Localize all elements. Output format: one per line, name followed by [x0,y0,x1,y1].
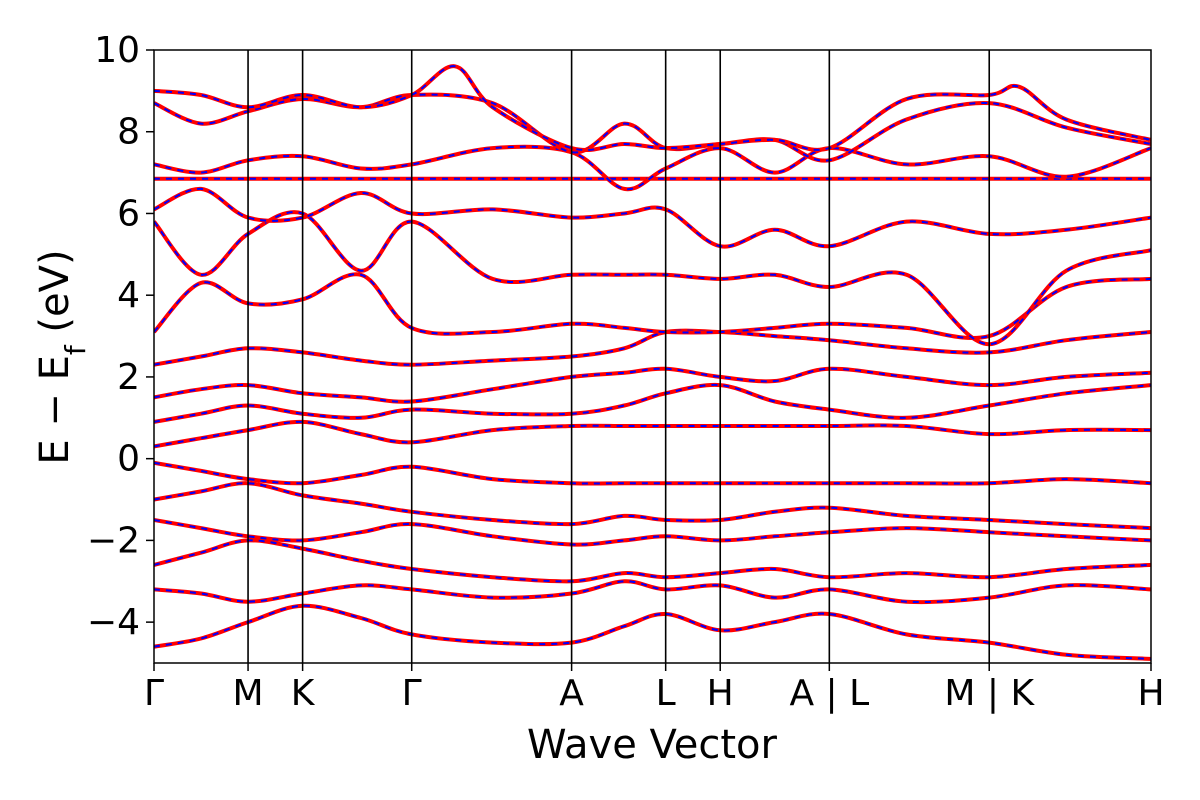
kpoint-lines-layer [247,50,991,663]
kpoint-label: Γ [144,673,164,714]
kpoint-label: H [1137,673,1164,714]
y-axis-label: E − Ef (eV) [32,249,92,464]
y-tick-label: −2 [87,520,140,561]
y-tick-label: 0 [117,439,140,480]
y-axis-label-subscript: f [59,344,92,355]
band-line-dashed-2 [154,539,1151,583]
kpoint-label: L [656,673,676,714]
band-line-dashed-0 [154,604,1151,660]
band-line-11 [154,210,1151,347]
band-line-dashed-10 [154,273,1151,340]
y-tick-label: 6 [117,193,140,234]
band-line-dashed-7 [154,383,1151,423]
kpoint-label: H [707,673,734,714]
band-line-dashed-9 [154,329,1151,366]
band-line-dashed-4 [154,482,1151,530]
band-line-dashed-14 [154,145,1151,191]
kpoint-label: M | K [944,673,1035,714]
band-line-dashed-16 [154,65,1151,152]
y-tick-label: 4 [117,275,140,316]
plot-frame [153,49,1152,664]
bands-layer [154,64,1151,661]
y-tick-label: 2 [117,357,140,398]
y-tick-label: 10 [94,30,140,71]
band-line-dashed-8 [154,367,1151,403]
y-tick-label: −4 [87,602,140,643]
y-axis-label-main: E − E [32,355,78,465]
band-line-dashed-12 [154,187,1151,248]
band-line-dashed-3 [154,519,1151,546]
kpoint-label: A | L [789,673,869,714]
x-axis-label: Wave Vector [527,722,778,768]
y-axis-label-unit: (eV) [32,249,78,345]
band-line-dashed-6 [154,420,1151,448]
kpoint-label: M [233,673,264,714]
y-ticks-layer: −4 −2 0 2 4 6 8 10 [87,30,154,643]
y-tick-label: 8 [117,112,140,153]
band-line-dashed-5 [154,461,1151,485]
band-line-dashed-1 [154,580,1151,604]
kpoint-label: A [559,673,584,714]
kpoint-label: K [291,673,316,714]
kpoint-label: Γ [402,673,422,714]
